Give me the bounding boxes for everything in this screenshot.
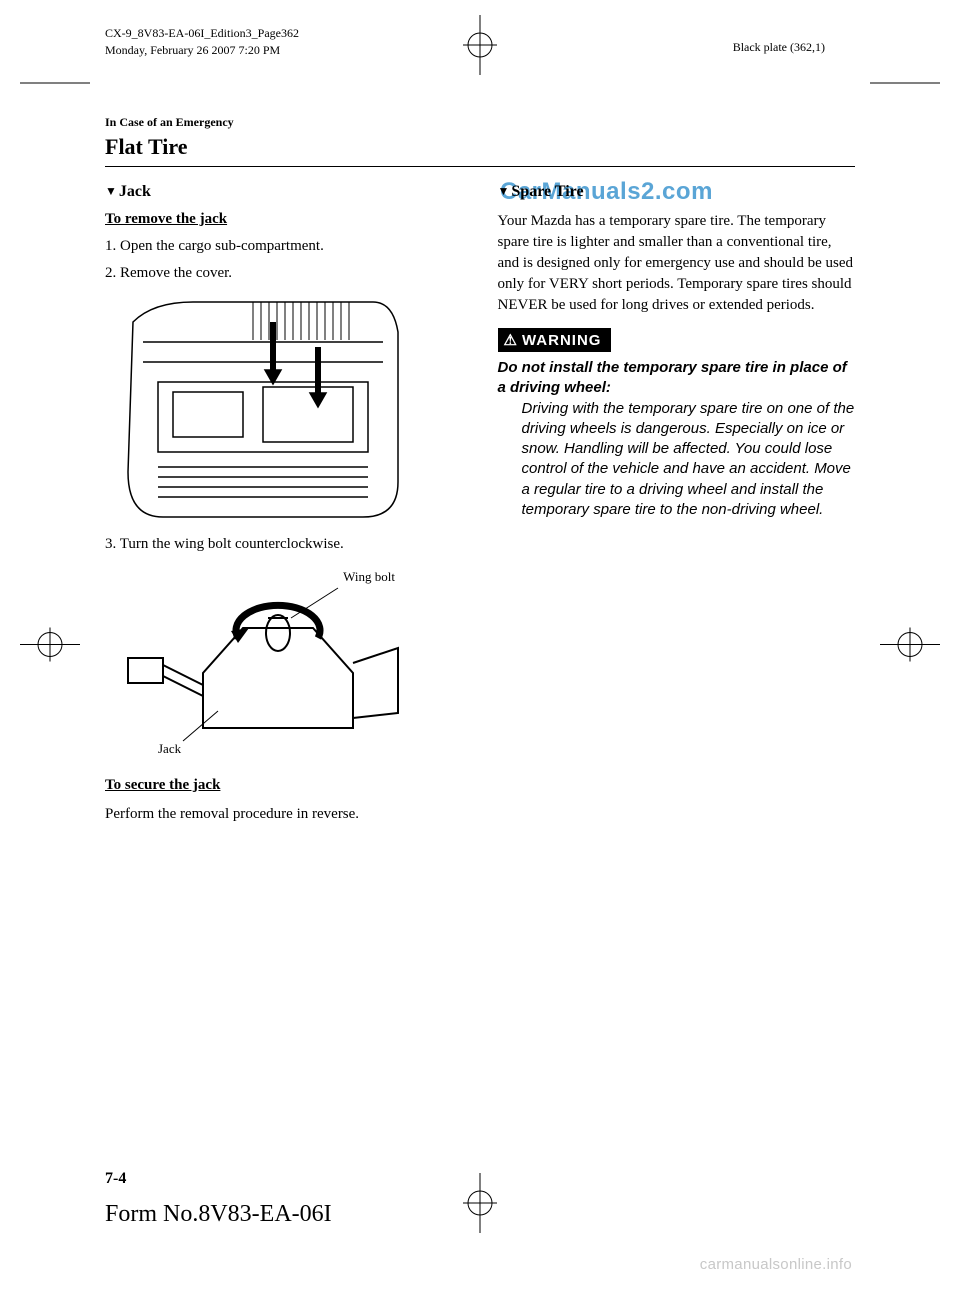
form-number: Form No.8V83-EA-06I — [105, 1201, 332, 1228]
warning-box: WARNING Do not install the temporary spa… — [498, 328, 856, 520]
right-column: Spare Tire Your Mazda has a temporary sp… — [498, 183, 856, 837]
crop-mark-top — [455, 15, 505, 80]
to-remove-heading: To remove the jack — [105, 211, 463, 228]
title-rule — [105, 166, 855, 167]
header-meta: CX-9_8V83-EA-06I_Edition3_Page362 Monday… — [105, 25, 299, 59]
jack-heading: Jack — [105, 183, 463, 201]
secure-text: Perform the removal procedure in reverse… — [105, 804, 463, 825]
watermark-bottom: carmanualsonline.info — [700, 1256, 852, 1273]
chapter-label: In Case of an Emergency — [105, 115, 855, 130]
jack-diagram: Wing bolt Jack — [123, 563, 403, 753]
crop-mark-right — [880, 619, 940, 674]
crop-mark-left — [20, 619, 80, 674]
spare-tire-heading: Spare Tire — [498, 183, 856, 201]
warning-body: Driving with the temporary spare tire on… — [498, 399, 856, 521]
jack-label: Jack — [158, 741, 181, 757]
step-2: 2. Remove the cover. — [105, 265, 463, 282]
page-number: 7-4 — [105, 1170, 126, 1188]
crop-corner-tr — [870, 75, 940, 93]
wing-bolt-label: Wing bolt — [343, 569, 395, 585]
warning-header: WARNING — [498, 328, 612, 352]
crop-corner-tl — [20, 75, 90, 93]
cargo-diagram — [123, 292, 403, 522]
doc-timestamp: Monday, February 26 2007 7:20 PM — [105, 42, 299, 59]
left-column: Jack To remove the jack 1. Open the carg… — [105, 183, 463, 837]
warning-title: Do not install the temporary spare tire … — [498, 358, 856, 399]
page-title: Flat Tire — [105, 134, 855, 160]
step-3: 3. Turn the wing bolt counterclockwise. — [105, 536, 463, 553]
step-1: 1. Open the cargo sub-compartment. — [105, 238, 463, 255]
to-secure-heading: To secure the jack — [105, 777, 463, 794]
spare-tire-intro: Your Mazda has a temporary spare tire. T… — [498, 211, 856, 316]
doc-id: CX-9_8V83-EA-06I_Edition3_Page362 — [105, 25, 299, 42]
content-area: In Case of an Emergency Flat Tire Jack T… — [105, 115, 855, 1188]
black-plate: Black plate (362,1) — [733, 40, 825, 55]
